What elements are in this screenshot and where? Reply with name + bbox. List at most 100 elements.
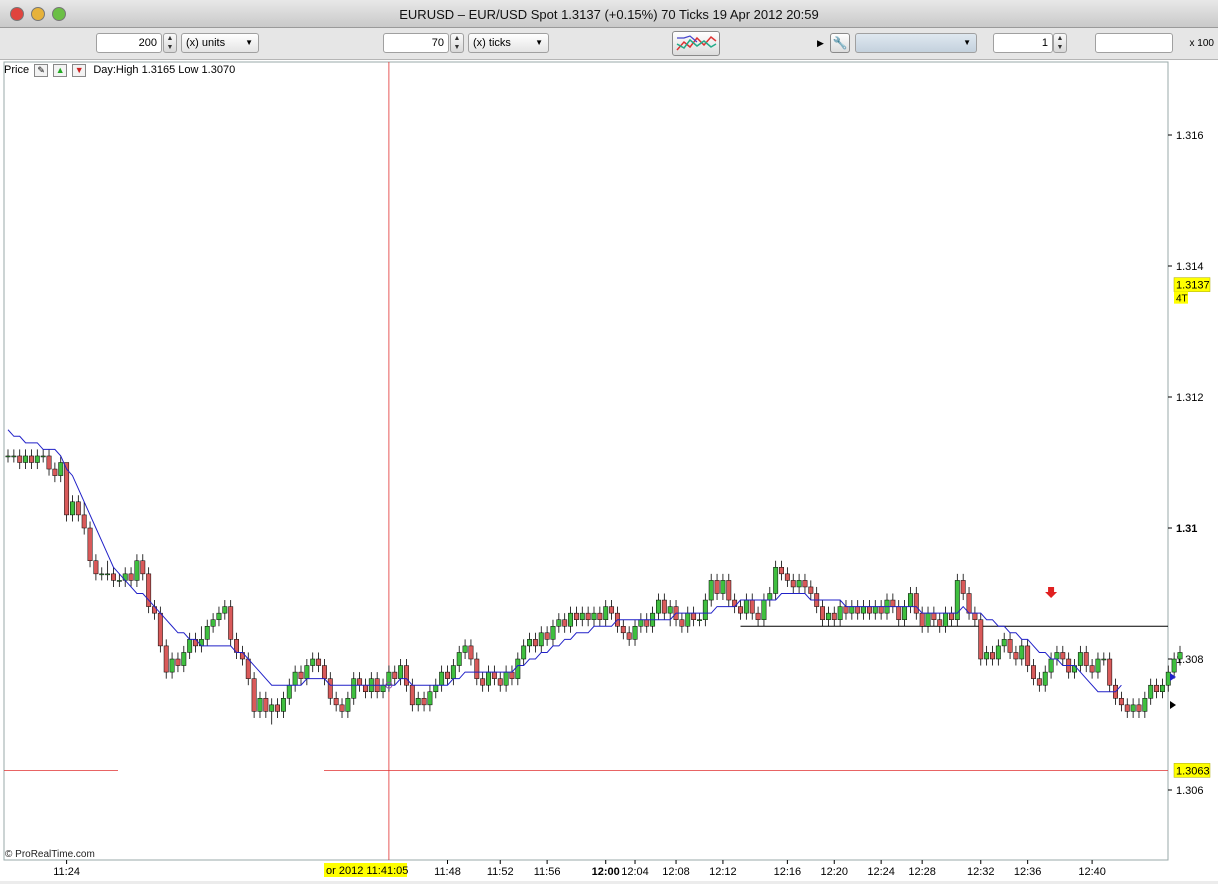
candle-body (779, 567, 784, 575)
candle-body (585, 612, 591, 620)
candle-body (351, 678, 357, 699)
close-window-button[interactable] (10, 7, 24, 21)
candle-body (157, 612, 163, 647)
units-stepper[interactable]: ▲ ▼ (163, 33, 177, 53)
zoom-window-button[interactable] (52, 7, 66, 21)
prorealtime-watermark: © ProRealTime.com (5, 849, 95, 860)
x-tick-label: 12:16 (774, 866, 802, 878)
candle-body (515, 658, 521, 679)
candle-body (5, 455, 11, 458)
candle-body (228, 606, 234, 640)
chart-style-button[interactable] (672, 31, 720, 56)
candle-body (216, 612, 222, 620)
candle-body (1154, 684, 1160, 693)
crosshair-time-label: or 2012 11:41:05 (326, 865, 408, 877)
candle-body (1036, 678, 1042, 686)
x-tick-label: 11:24 (53, 866, 80, 878)
wrench-icon[interactable]: ✎ (34, 63, 49, 77)
candle-body (409, 684, 415, 706)
quantity-input[interactable]: 1 (993, 33, 1053, 53)
candle-body (46, 455, 52, 470)
candle-body (181, 652, 187, 666)
candle-body (128, 573, 134, 581)
candle-body (486, 671, 491, 686)
price-label: Price (4, 64, 30, 77)
candle-body (474, 658, 480, 679)
ticks-stepper[interactable]: ▲ ▼ (450, 33, 464, 53)
y-tick-label: 1.308 (1176, 654, 1204, 666)
candle-body (497, 678, 503, 686)
candle-body (1177, 652, 1183, 660)
candle-body (679, 619, 685, 627)
crosshair-price-tag (1173, 763, 1211, 778)
units-input[interactable]: 200 (96, 33, 162, 53)
crosshair-price-label: 1.3063 (1176, 765, 1210, 777)
chevron-down-icon: ▼ (535, 38, 543, 47)
candle-body (743, 599, 749, 614)
candle-body (1118, 698, 1124, 706)
crosshair-marker (385, 681, 393, 689)
x-tick-label: 11:56 (534, 866, 561, 878)
candlestick-chart[interactable]: 1.306 1.308 1.31 1.312 1.314 1.316 11:24 11:48 1… (0, 60, 1218, 881)
candle-body (93, 560, 99, 575)
candle-body (784, 573, 790, 581)
candle-body (1095, 658, 1101, 673)
candle-body (556, 619, 562, 627)
candle-body (1013, 652, 1019, 660)
candle-body (843, 606, 849, 614)
candle-body (1001, 639, 1007, 647)
candle-body (691, 612, 697, 620)
candle-body (40, 455, 46, 458)
candle-body (304, 665, 310, 679)
ticks-select[interactable]: (x) ticks ▼ (468, 33, 549, 53)
empty-input[interactable] (1095, 33, 1173, 53)
candle-body (972, 612, 978, 620)
ticks-input[interactable]: 70 (383, 33, 449, 53)
candle-body (1048, 658, 1054, 673)
candle-body (1148, 684, 1154, 699)
candle-body (398, 665, 404, 679)
settings-wrench-button[interactable]: 🔧 (830, 33, 850, 53)
plot-frame (3, 61, 1169, 861)
candle-body (1007, 639, 1013, 653)
y-tick-label: 1.312 (1176, 392, 1204, 404)
candle-body (720, 580, 726, 594)
quantity-stepper[interactable]: ▲ ▼ (1053, 33, 1067, 53)
candle-body (767, 593, 773, 601)
candle-body (656, 599, 661, 614)
indicator-select[interactable]: ▼ (855, 33, 977, 53)
candle-body (210, 619, 216, 627)
sell-arrow-icon[interactable]: ▼ (72, 63, 87, 77)
candle-body (380, 684, 386, 693)
candle-body (609, 606, 615, 614)
chevron-down-icon: ▼ (963, 38, 971, 47)
collapse-arrow-icon[interactable]: ▶ (817, 38, 824, 48)
price-chart-area[interactable]: 1.306 1.308 1.31 1.312 1.314 1.316 11:24 11:48 1… (0, 60, 1218, 881)
close-end-marker (1170, 701, 1176, 709)
candle-body (11, 455, 17, 458)
buy-arrow-icon[interactable]: ▲ (53, 63, 68, 77)
candle-body (1101, 658, 1107, 661)
candle-body (685, 612, 691, 627)
day-range-text: Day:High 1.3165 Low 1.3070 (93, 64, 236, 77)
candle-body (855, 606, 861, 614)
candle-body (292, 671, 298, 686)
candle-body (81, 514, 87, 529)
candle-body (34, 455, 40, 463)
units-select[interactable]: (x) units ▼ (181, 33, 259, 53)
sell-arrow-icon (1045, 587, 1058, 598)
candle-body (310, 658, 316, 666)
candle-body (644, 619, 650, 627)
candle-body (872, 606, 878, 614)
candle-body (427, 691, 433, 706)
minimize-window-button[interactable] (31, 7, 45, 21)
candle-body (995, 645, 1001, 660)
candle-body (990, 652, 995, 660)
candle-body (468, 645, 474, 660)
x-tick-label: 12:04 (621, 866, 649, 878)
x-tick-label: 12:08 (662, 866, 690, 878)
candle-body (925, 612, 931, 627)
candle-body (738, 606, 743, 614)
candle-body (861, 606, 867, 614)
candle-body (1165, 671, 1171, 686)
